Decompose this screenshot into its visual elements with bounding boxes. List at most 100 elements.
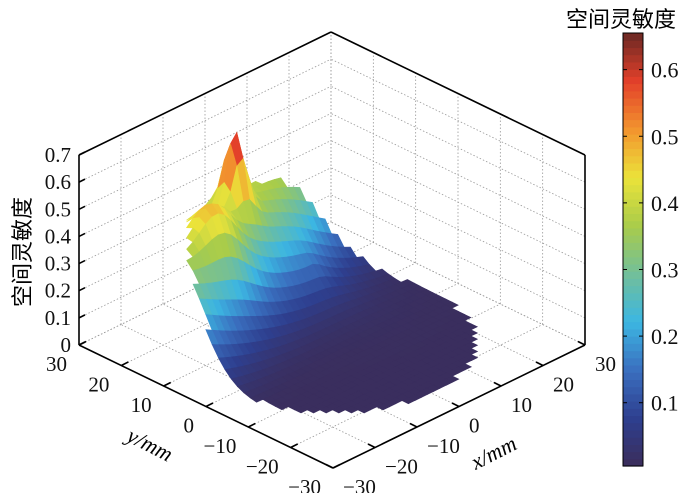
colorbar-segment (623, 148, 643, 157)
grid-line (78, 58, 332, 183)
colorbar-segment (623, 328, 643, 337)
colorbar-segment (623, 134, 643, 142)
y-tick (205, 402, 214, 408)
colorbar-segment (623, 162, 643, 171)
colorbar-segment (623, 307, 643, 316)
y-tick-label: −10 (203, 434, 236, 458)
colorbar-segment (623, 83, 643, 92)
y-tick-label: −20 (246, 455, 279, 479)
colorbar-segment (623, 458, 643, 467)
colorbar-segment (623, 47, 643, 56)
colorbar-segment (623, 408, 643, 417)
surface-patch (401, 397, 416, 405)
colorbar-segment (623, 336, 643, 344)
colorbar-segment (623, 271, 643, 279)
z-tick (78, 151, 86, 156)
colorbar-segment (623, 263, 643, 272)
colorbar-segment (623, 155, 643, 164)
colorbar-segment (623, 105, 643, 113)
y-tick (332, 463, 341, 469)
x-tick-label: 10 (511, 393, 532, 417)
colorbar-segment (623, 235, 643, 243)
colorbar-segment (623, 198, 643, 207)
grid-line (330, 140, 586, 264)
z-tick (78, 205, 86, 211)
colorbar-segment (623, 444, 643, 453)
z-tick (78, 314, 86, 319)
colorbar-segment (623, 33, 643, 41)
colorbar-segment (623, 429, 643, 438)
grid-line (78, 140, 332, 264)
z-tick-label: 0.7 (45, 143, 71, 167)
z-tick-label: 0.1 (45, 306, 71, 330)
axes-box (78, 31, 586, 469)
y-tick-label: −30 (288, 475, 321, 493)
colorbar-segment (623, 350, 643, 359)
x-tick-label: 30 (595, 352, 616, 376)
colorbar-segment (623, 314, 643, 323)
colorbar-tick-label: 0.1 (651, 391, 679, 416)
x-tick (325, 463, 334, 469)
x-tick-label: −10 (427, 434, 460, 458)
z-tick (78, 259, 86, 265)
y-tick (247, 422, 256, 428)
grid-line (330, 221, 586, 346)
colorbar-frame (622, 32, 644, 467)
colorbar-segment (623, 300, 643, 308)
colorbar-segment (623, 76, 643, 85)
z-tick-label: 0.3 (45, 252, 71, 276)
y-tick (120, 361, 129, 367)
surface-patch (376, 403, 391, 411)
x-tick (367, 443, 376, 449)
colorbar-segment (623, 451, 643, 460)
z-tick-label: 0.5 (45, 197, 71, 221)
box-edge (330, 31, 586, 156)
colorbar-segment (623, 213, 643, 222)
colorbar-segment (623, 256, 643, 265)
surface-patch (319, 406, 334, 414)
colorbar-segment (623, 97, 643, 106)
colorbar-segment (623, 170, 643, 178)
colorbar-segment (623, 285, 643, 294)
x-tick (493, 381, 502, 387)
surface-patch (293, 406, 308, 414)
colorbar-tick-label: 0.3 (651, 257, 679, 282)
colorbar-segment (623, 191, 643, 200)
colorbar-segment (623, 278, 643, 287)
colorbar-segment (623, 415, 643, 424)
x-tick (451, 402, 460, 408)
colorbar-segment (623, 321, 643, 330)
z-tick (78, 178, 86, 183)
colorbar-segment (623, 364, 643, 373)
x-tick-label: −30 (343, 475, 376, 493)
colorbar-segment (623, 40, 643, 49)
colorbar-segment (623, 292, 643, 301)
colorbar: 0.1 0.2 0.3 0.4 0.5 0.6 (622, 32, 679, 467)
y-tick-label: 0 (184, 414, 195, 438)
z-tick-label: 0 (61, 333, 72, 357)
colorbar-tick-label: 0.2 (651, 324, 679, 349)
colorbar-segment (623, 372, 643, 380)
y-tick-label: 30 (46, 352, 67, 376)
grid-line (78, 85, 332, 210)
colorbar-segment (623, 343, 643, 352)
y-tick-label: 10 (131, 393, 152, 417)
colorbar-segment (623, 249, 643, 258)
colorbar-segment (623, 227, 643, 236)
colorbar-segment (623, 206, 643, 215)
grid-line (330, 113, 586, 237)
grid-line (330, 167, 586, 292)
colorbar-tick-label: 0.6 (651, 58, 679, 83)
colorbar-segment (623, 437, 643, 445)
x-tick (535, 361, 544, 367)
colorbar-segment (623, 141, 643, 150)
colorbar-tick-label: 0.4 (651, 191, 679, 216)
colorbar-segment (623, 386, 643, 395)
z-tick-label: 0.2 (45, 279, 71, 303)
z-tick (78, 286, 86, 292)
colorbar-segment (623, 61, 643, 70)
surface-patch (306, 406, 321, 414)
colorbar-segment (623, 379, 643, 388)
surface-patch (344, 406, 359, 414)
